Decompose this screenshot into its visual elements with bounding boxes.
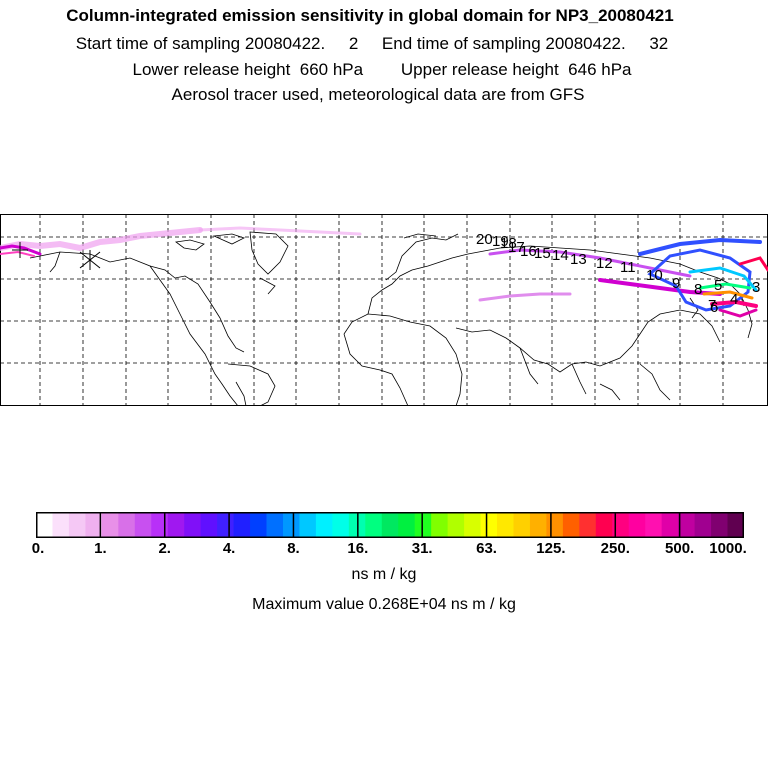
colorbar-swatch (414, 512, 432, 538)
colorbar-swatch (628, 512, 646, 538)
trajectory-label: 9 (672, 275, 680, 292)
colorbar-tick-label: 125. (536, 540, 566, 557)
colorbar-swatch (661, 512, 679, 538)
trajectory-label: 18 (500, 235, 517, 252)
colorbar-swatch (513, 512, 531, 538)
colorbar-swatch (711, 512, 729, 538)
trajectory-label: 8 (694, 281, 702, 298)
colorbar-swatch (134, 512, 152, 538)
trajectory-label: 16 (520, 243, 537, 260)
colorbar-tick-label: 0. (31, 540, 45, 557)
colorbar-swatch (167, 512, 185, 538)
colorbar-swatch (645, 512, 663, 538)
trajectory-label: 7 (708, 297, 716, 314)
colorbar-swatch (381, 512, 399, 538)
colorbar-swatch (118, 512, 136, 538)
colorbar-swatch (595, 512, 613, 538)
colorbar-swatch (151, 512, 169, 538)
colorbar-swatch (447, 512, 465, 538)
colorbar-tick-label: 8. (287, 540, 300, 557)
colorbar-tick-label: 2. (158, 540, 171, 557)
colorbar-unit: ns m / kg (351, 566, 417, 583)
colorbar-swatch (678, 512, 696, 538)
trajectory-label: 3 (752, 279, 760, 296)
colorbar-swatch (68, 512, 86, 538)
colorbar-swatch (546, 512, 564, 538)
trajectory-label: 11 (620, 259, 636, 276)
trajectory-label: 5 (714, 277, 722, 294)
colorbar-swatch (250, 512, 268, 538)
colorbar-tick-label: 63. (476, 540, 497, 557)
colorbar-swatch (36, 512, 53, 538)
trajectory-label: 14 (552, 247, 569, 264)
trajectory-label: 17 (508, 239, 525, 256)
colorbar (36, 512, 744, 538)
colorbar-swatch (315, 512, 333, 538)
colorbar-swatch (85, 512, 103, 538)
colorbar-swatch (282, 512, 300, 538)
release-marker (12, 242, 101, 270)
trajectory-label: 12 (596, 255, 613, 272)
trajectory-label: 19 (492, 233, 509, 250)
sampling-time-line: Start time of sampling 20080422. 2 End t… (75, 34, 669, 53)
colorbar-swatch (233, 512, 251, 538)
colorbar-tick-label: 1. (94, 540, 107, 557)
trajectory-label: 6 (710, 299, 718, 316)
colorbar-swatch (529, 512, 547, 538)
colorbar-tick-label: 4. (222, 540, 236, 557)
colorbar-swatch (200, 512, 218, 538)
colorbar-swatch (562, 512, 580, 538)
colorbar-tick-label: 1000. (709, 540, 747, 557)
colorbar-tick-label: 31. (411, 540, 433, 557)
trajectory-label: 4 (730, 291, 738, 308)
colorbar-swatch (727, 512, 744, 538)
colorbar-swatch (497, 512, 514, 538)
maximum-value-label: Maximum value 0.268E+04 ns m / kg (252, 596, 516, 613)
trajectory-label: 20 (476, 231, 493, 248)
emission-plume (0, 226, 768, 318)
colorbar-swatch (101, 512, 119, 538)
colorbar-swatch (480, 512, 498, 538)
coastlines (29, 231, 753, 406)
colorbar-tick-label: 500. (665, 540, 695, 557)
colorbar-swatch (184, 512, 202, 538)
colorbar-swatch (612, 512, 630, 538)
colorbar-border (36, 512, 744, 538)
trajectory-label: 15 (534, 245, 551, 262)
tracer-info-line: Aerosol tracer used, meteorological data… (171, 85, 585, 104)
trajectory-label: 13 (570, 251, 587, 268)
colorbar-tick-label: 16. (347, 540, 369, 557)
colorbar-swatch (332, 512, 350, 538)
colorbar-swatch (431, 512, 449, 538)
colorbar-swatch (579, 512, 597, 538)
colorbar-swatch (464, 512, 482, 538)
release-height-line: Lower release height 660 hPa Upper relea… (132, 60, 632, 79)
colorbar-swatch (266, 512, 284, 538)
colorbar-swatch (365, 512, 383, 538)
colorbar-swatch (398, 512, 416, 538)
colorbar-swatch (694, 512, 712, 538)
map-title: Column-integrated emission sensitivity i… (66, 6, 674, 25)
colorbar-tick-label: 250. (600, 540, 630, 557)
colorbar-swatch (299, 512, 317, 538)
colorbar-swatch (217, 512, 235, 538)
trajectory-label: 10 (646, 267, 663, 284)
colorbar-swatch (52, 512, 70, 538)
